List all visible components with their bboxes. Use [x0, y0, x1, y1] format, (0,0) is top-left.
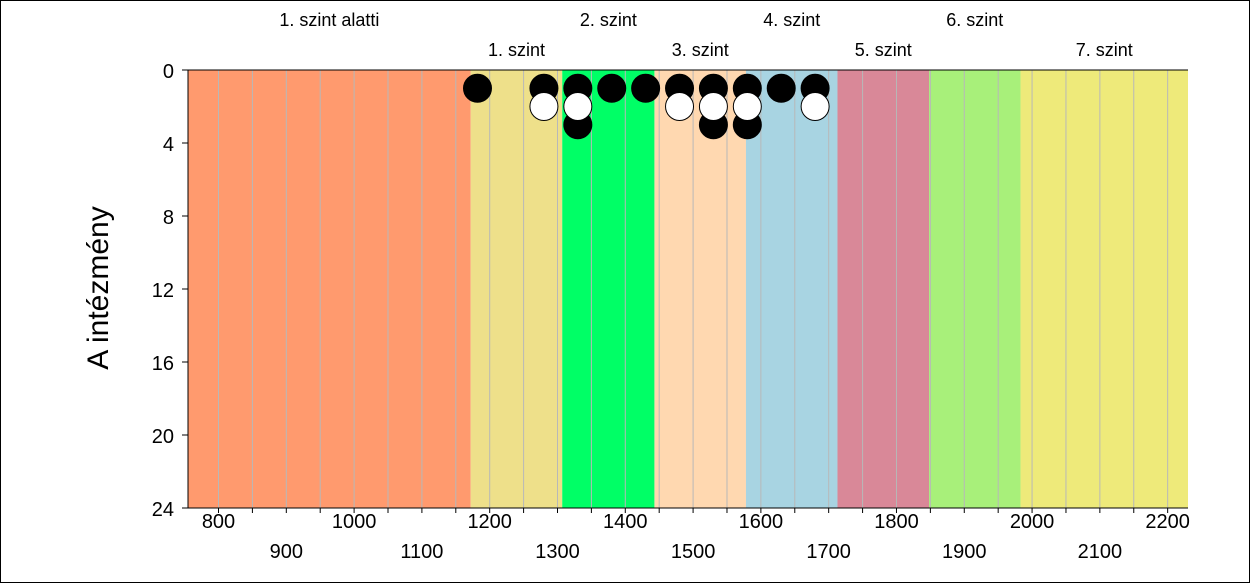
x-tick-label: 1300	[535, 541, 580, 563]
x-tick-label: 1800	[874, 511, 919, 533]
x-tick-label: 1200	[467, 511, 512, 533]
x-tick-label: 2100	[1078, 541, 1123, 563]
x-tick-label: 1700	[806, 541, 851, 563]
band-7	[929, 70, 1021, 508]
data-point-white	[563, 92, 593, 121]
y-tick-labels: 0 4 8 12 16 20 24	[152, 61, 174, 521]
band-label-6: 5. szint	[855, 40, 912, 60]
x-tick-label: 1600	[739, 511, 784, 533]
band-3	[562, 70, 655, 508]
band-1	[188, 70, 471, 508]
y-tick-label: 16	[152, 353, 174, 375]
data-point-white	[698, 92, 728, 121]
x-tick-label: 1100	[400, 541, 443, 563]
y-tick-label: 4	[163, 134, 174, 156]
band-4	[654, 70, 746, 508]
band-6	[837, 70, 930, 508]
band-label-1: 1. szint alatti	[279, 10, 379, 30]
band-label-8: 7. szint	[1076, 40, 1133, 60]
y-tick-label: 0	[163, 61, 174, 83]
band-labels: 1. szint alatti 1. szint 2. szint 3. szint 4…	[279, 10, 1132, 60]
data-point-black	[597, 73, 627, 103]
data-point-black	[631, 73, 661, 103]
data-point-white	[529, 92, 559, 121]
x-tick-label: 1500	[671, 541, 716, 563]
x-tick-label: 1900	[942, 541, 987, 563]
vertical-gridlines	[218, 70, 1169, 508]
y-tick-label: 8	[163, 207, 174, 229]
data-point-white	[732, 92, 762, 121]
band-label-2: 1. szint	[488, 40, 545, 60]
band-label-5: 4. szint	[763, 10, 820, 30]
data-points	[462, 73, 830, 140]
band-label-3: 2. szint	[580, 10, 637, 30]
x-tick-label: 800	[202, 511, 235, 533]
x-tick-labels: 800 1000 1200 1400 1600 1800 2000 2200 900 1100 13…	[202, 511, 1190, 563]
y-tick-label: 24	[152, 499, 174, 521]
band-label-7: 6. szint	[946, 10, 1003, 30]
band-5	[745, 70, 838, 508]
data-point-white	[665, 92, 695, 121]
band-label-4: 3. szint	[672, 40, 729, 60]
y-axis-label: A intézmény	[82, 206, 115, 369]
x-tick-label: 900	[270, 541, 303, 563]
data-point-black	[766, 73, 796, 103]
level-bands	[188, 70, 1188, 508]
x-tick-label: 2000	[1010, 511, 1055, 533]
x-tick-label: 2200	[1145, 511, 1190, 533]
x-tick-label: 1000	[332, 511, 377, 533]
band-8	[1020, 70, 1188, 508]
y-tick-label: 12	[152, 280, 174, 302]
band-2	[470, 70, 563, 508]
data-point-white	[800, 92, 830, 121]
y-tick-label: 20	[152, 426, 174, 448]
x-tick-label: 1400	[603, 511, 648, 533]
axes	[182, 69, 1188, 513]
data-point-black	[462, 73, 492, 103]
